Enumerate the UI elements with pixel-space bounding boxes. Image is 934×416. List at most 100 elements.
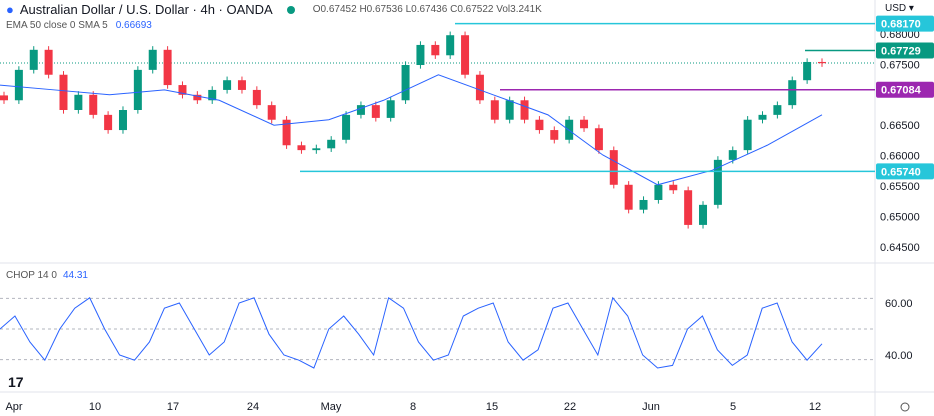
time-tick: 12 [809, 401, 821, 413]
candle [74, 94, 83, 110]
chart-header: ● Australian Dollar / U.S. Dollar · 4h ·… [6, 2, 542, 17]
price-tick: 0.68000 [880, 29, 920, 41]
candle [773, 105, 782, 115]
candle [282, 119, 291, 146]
candle [327, 139, 336, 149]
currency-selector[interactable]: USD ▾ [885, 3, 914, 14]
candle [728, 150, 737, 160]
level-label-bg [876, 15, 934, 32]
candle [639, 199, 648, 210]
level-label: 0.67729 [881, 45, 921, 57]
time-tick: 17 [167, 401, 179, 413]
level-label-bg [876, 81, 934, 98]
candle [594, 128, 603, 151]
candle [118, 110, 127, 131]
close-value: C0.67522 [450, 4, 494, 15]
candle [371, 105, 380, 118]
candle [312, 148, 321, 151]
ema-label: EMA 50 close 0 SMA 5 [6, 20, 108, 31]
time-tick: Jun [642, 401, 660, 413]
candle [475, 74, 484, 101]
time-tick: 8 [410, 401, 416, 413]
low-value: L0.67436 [405, 4, 448, 15]
candle [520, 100, 529, 120]
candle [818, 61, 826, 64]
chop-value: 44.31 [62, 270, 88, 281]
candle [624, 184, 633, 210]
candle [237, 80, 246, 90]
price-tick: 0.66500 [880, 120, 920, 132]
candle [223, 80, 232, 90]
level-label-bg [876, 163, 934, 180]
symbol-icon: ● [6, 2, 14, 17]
candle [59, 74, 68, 110]
symbol-title[interactable]: Australian Dollar / U.S. Dollar · 4h · O… [19, 2, 273, 17]
candle [163, 49, 172, 86]
level-label: 0.67084 [881, 85, 922, 97]
time-tick: Apr [5, 401, 22, 413]
candle [252, 89, 261, 106]
time-tick: 15 [486, 401, 498, 413]
chop-legend[interactable]: CHOP 14 0 44.31 [6, 270, 88, 281]
candle [193, 94, 202, 101]
candle [297, 145, 306, 151]
candle [713, 159, 722, 205]
candle [104, 114, 113, 131]
ema-value: 0.66693 [115, 20, 152, 31]
candle [178, 85, 187, 95]
time-tick: May [321, 401, 342, 413]
candle [342, 114, 351, 140]
candle [401, 65, 410, 101]
price-tick: 0.64500 [880, 242, 920, 254]
ema-legend[interactable]: EMA 50 close 0 SMA 5 0.66693 [6, 20, 152, 31]
candle [446, 35, 455, 56]
ema-line [0, 74, 823, 186]
time-tick: 22 [564, 401, 576, 413]
candle [14, 69, 23, 101]
chop-tick: 60.00 [885, 298, 913, 310]
candle [386, 100, 395, 118]
candle [654, 184, 663, 200]
candle [743, 119, 752, 151]
candle [461, 35, 470, 75]
market-status-icon [286, 5, 295, 14]
price-tick: 0.65500 [880, 181, 920, 193]
candle [89, 94, 98, 115]
candle [148, 49, 157, 70]
candle [684, 190, 693, 225]
chop-line [0, 296, 823, 369]
candle [699, 204, 708, 225]
high-value: H0.67536 [359, 4, 403, 15]
level-label: 0.65740 [881, 166, 921, 178]
candle [267, 105, 276, 120]
candle [490, 100, 499, 120]
chop-label: CHOP 14 0 [6, 270, 57, 281]
candle [788, 80, 797, 106]
price-tick: 0.66000 [880, 151, 920, 163]
candle [208, 89, 217, 101]
volume-value: Vol3.241K [496, 4, 542, 15]
price-tick: 0.67500 [880, 59, 920, 71]
candle [609, 150, 618, 185]
settings-icon[interactable] [900, 402, 910, 412]
candle [550, 130, 559, 140]
candle [669, 184, 678, 191]
tradingview-logo: 17 [8, 374, 24, 390]
candle [758, 114, 767, 120]
candle [29, 49, 38, 70]
level-label: 0.68170 [881, 19, 921, 31]
candle [416, 44, 425, 66]
candle [580, 119, 589, 129]
candle [133, 69, 142, 110]
chop-tick: 40.00 [885, 350, 913, 362]
time-tick: 5 [730, 401, 736, 413]
candle [535, 119, 544, 131]
price-tick: 0.65000 [880, 211, 920, 223]
candle [356, 105, 365, 115]
time-tick: 10 [89, 401, 101, 413]
time-tick: 24 [247, 401, 259, 413]
level-label-bg [876, 42, 934, 59]
open-value: O0.67452 [312, 4, 357, 15]
candle [431, 44, 440, 56]
